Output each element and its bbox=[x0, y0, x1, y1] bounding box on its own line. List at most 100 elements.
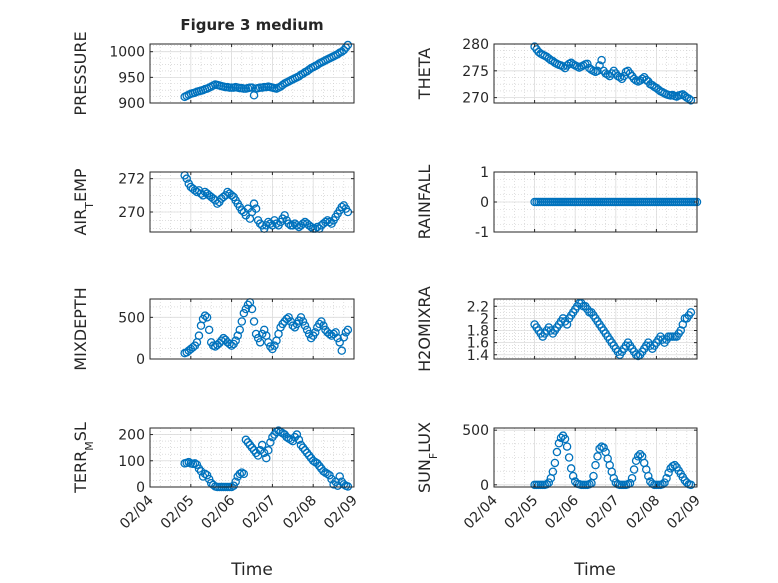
axes-box bbox=[493, 43, 698, 104]
y-axis-label: TERRMSL bbox=[71, 422, 96, 494]
data-point bbox=[589, 471, 598, 481]
data-point bbox=[304, 451, 314, 460]
data-point bbox=[306, 222, 316, 232]
y-tick-label: 100 bbox=[118, 454, 145, 470]
data-point bbox=[200, 469, 210, 479]
y-tick-label: 1.6 bbox=[467, 336, 489, 352]
axes-box bbox=[149, 171, 355, 233]
data-point bbox=[255, 338, 265, 347]
data-point bbox=[284, 219, 293, 228]
data-point bbox=[341, 328, 351, 337]
data-point bbox=[237, 468, 247, 477]
axes-box bbox=[149, 43, 355, 104]
data-point bbox=[317, 317, 326, 326]
data-point bbox=[237, 317, 247, 326]
data-point bbox=[245, 440, 255, 450]
data-point bbox=[544, 478, 554, 487]
y-tick-label: 200 bbox=[118, 428, 145, 444]
data-point bbox=[202, 313, 212, 322]
data-point bbox=[562, 442, 572, 451]
data-point bbox=[339, 333, 349, 342]
y-tick-label: 0 bbox=[136, 480, 145, 496]
data-point bbox=[259, 325, 269, 335]
data-point bbox=[231, 477, 240, 487]
subplot-theta: 270 275 280 THETA bbox=[415, 37, 698, 107]
data-point bbox=[278, 319, 287, 329]
subplot-terr-msl: 0 100 200 02/04 02/05 02/06 02/07 02/08 02/09 TER… bbox=[71, 422, 361, 532]
data-point bbox=[566, 464, 576, 473]
data-point bbox=[682, 478, 692, 487]
data-point bbox=[631, 456, 641, 466]
data-point bbox=[662, 474, 671, 483]
data-point bbox=[593, 452, 602, 461]
y-tick-label: 1.8 bbox=[467, 324, 489, 340]
y-tick-label: 270 bbox=[462, 91, 489, 107]
data-point bbox=[194, 331, 204, 340]
data-point bbox=[629, 465, 639, 474]
y-tick-label: 2 bbox=[480, 311, 489, 327]
data-point bbox=[315, 319, 324, 329]
data-point bbox=[603, 70, 612, 79]
x-tick-label: 02/06 bbox=[199, 492, 239, 532]
data-point bbox=[633, 452, 643, 461]
y-tick-label: 0 bbox=[136, 352, 145, 368]
x-tick-label: 02/09 bbox=[664, 493, 704, 533]
axes-box bbox=[149, 298, 355, 360]
data-point bbox=[323, 469, 332, 479]
y-tick-label: 1.4 bbox=[467, 348, 489, 364]
data-point bbox=[302, 448, 312, 458]
data-point bbox=[188, 343, 198, 352]
data-point bbox=[257, 329, 267, 339]
data-point bbox=[542, 480, 552, 489]
data-point bbox=[568, 471, 578, 481]
data-point bbox=[247, 83, 257, 92]
y-axis-label: H2OMIXRA bbox=[415, 286, 434, 372]
data-point bbox=[595, 61, 604, 70]
data-point bbox=[217, 336, 226, 345]
data-point bbox=[300, 446, 310, 455]
data-point bbox=[597, 55, 606, 65]
data-point bbox=[249, 199, 259, 208]
x-tick-label: 02/05 bbox=[158, 493, 198, 533]
data-point bbox=[241, 435, 251, 445]
y-tick-label: 950 bbox=[118, 70, 145, 86]
data-point bbox=[319, 321, 328, 330]
subplot-h2omixra: 1.41.61.822.2 H2OMIXRA bbox=[415, 286, 698, 372]
y-tick-label: 0 bbox=[480, 478, 489, 494]
data-point bbox=[550, 458, 560, 468]
subplot-mixdepth: 0 500 MIXDEPTH bbox=[71, 287, 355, 371]
y-axis-label: MIXDEPTH bbox=[71, 287, 90, 370]
y-tick-label: -1 bbox=[475, 225, 489, 241]
data-point bbox=[247, 443, 257, 452]
data-point bbox=[300, 321, 310, 330]
data-point bbox=[292, 430, 302, 439]
data-point bbox=[304, 329, 314, 339]
data-point bbox=[686, 308, 696, 317]
y-tick-label: 270 bbox=[118, 205, 145, 221]
data-point bbox=[296, 440, 306, 450]
data-point bbox=[306, 333, 316, 343]
subplot-rainfall: -1 0 1 RAINFALL bbox=[415, 165, 702, 241]
data-point bbox=[272, 219, 281, 228]
y-tick-label: 0 bbox=[480, 195, 489, 211]
data-point bbox=[313, 459, 322, 468]
x-tick-label: 02/06 bbox=[542, 492, 582, 532]
data-point bbox=[343, 325, 353, 335]
x-axis-label-left: Time bbox=[230, 560, 273, 580]
data-point bbox=[280, 211, 289, 220]
data-point bbox=[325, 217, 334, 227]
axes-box bbox=[493, 427, 698, 488]
data-point bbox=[302, 325, 312, 335]
data-point bbox=[552, 447, 562, 457]
data-point bbox=[190, 459, 200, 468]
data-point bbox=[294, 435, 304, 445]
data-point bbox=[684, 94, 694, 103]
data-point bbox=[288, 321, 298, 330]
axes-box bbox=[149, 427, 355, 488]
x-tick-label: 02/08 bbox=[280, 493, 320, 533]
y-axis-label: SUNFLUX bbox=[415, 422, 440, 493]
data-point bbox=[255, 219, 265, 228]
figure-title: Figure 3 medium bbox=[180, 16, 323, 34]
data-point bbox=[615, 73, 625, 82]
y-tick-label: 275 bbox=[462, 64, 489, 80]
